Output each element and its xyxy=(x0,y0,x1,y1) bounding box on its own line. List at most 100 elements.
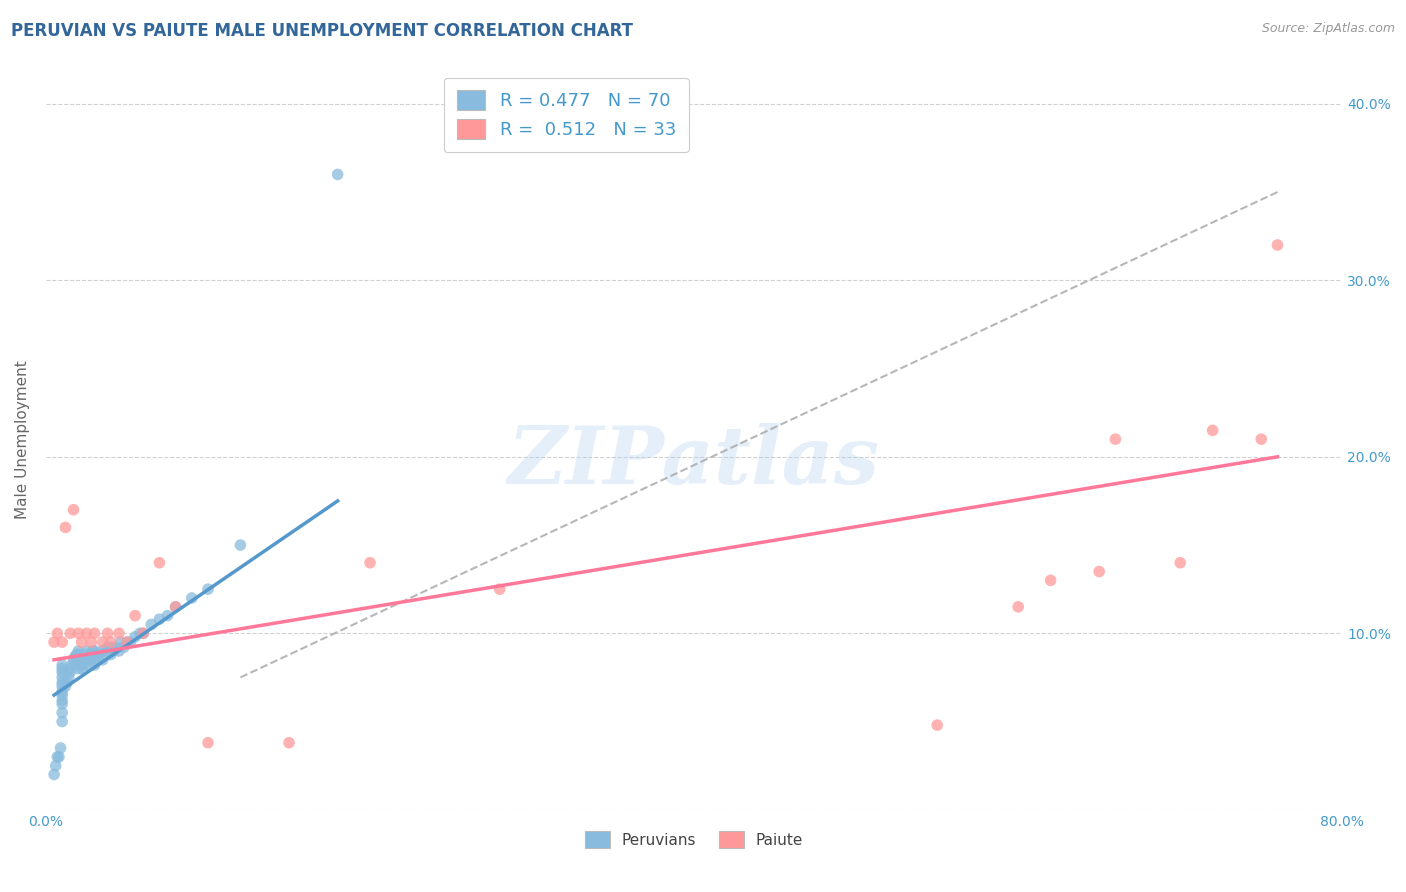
Point xyxy=(488,582,510,597)
Point xyxy=(278,736,301,750)
Point xyxy=(180,591,202,605)
Point xyxy=(124,630,146,644)
Point xyxy=(45,758,67,772)
Text: PERUVIAN VS PAIUTE MALE UNEMPLOYMENT CORRELATION CHART: PERUVIAN VS PAIUTE MALE UNEMPLOYMENT COR… xyxy=(11,22,633,40)
Point xyxy=(51,706,73,720)
Point xyxy=(104,640,127,655)
Point xyxy=(51,658,73,673)
Point xyxy=(83,648,105,662)
Point xyxy=(1201,423,1223,437)
Point xyxy=(100,640,122,655)
Point xyxy=(83,653,105,667)
Point xyxy=(49,741,72,756)
Point xyxy=(120,635,142,649)
Point xyxy=(115,635,138,649)
Point xyxy=(1267,238,1289,252)
Point xyxy=(1039,574,1062,588)
Point xyxy=(51,714,73,729)
Point xyxy=(110,635,132,649)
Point xyxy=(229,538,252,552)
Point xyxy=(51,697,73,711)
Y-axis label: Male Unemployment: Male Unemployment xyxy=(15,359,30,518)
Point xyxy=(67,626,90,640)
Point xyxy=(51,670,73,684)
Point xyxy=(82,644,104,658)
Point xyxy=(80,635,103,649)
Point xyxy=(1250,432,1272,446)
Point xyxy=(58,670,80,684)
Point xyxy=(70,662,93,676)
Point xyxy=(91,653,114,667)
Point xyxy=(165,599,187,614)
Point xyxy=(148,612,170,626)
Point xyxy=(1088,565,1111,579)
Point xyxy=(59,662,82,676)
Point xyxy=(108,626,131,640)
Point xyxy=(73,653,96,667)
Point xyxy=(59,665,82,680)
Point xyxy=(91,635,114,649)
Point xyxy=(100,648,122,662)
Point xyxy=(51,635,73,649)
Point xyxy=(51,679,73,693)
Point xyxy=(51,684,73,698)
Point xyxy=(115,635,138,649)
Point xyxy=(1168,556,1191,570)
Point xyxy=(96,640,118,655)
Point xyxy=(197,736,219,750)
Text: Source: ZipAtlas.com: Source: ZipAtlas.com xyxy=(1261,22,1395,36)
Point xyxy=(359,556,381,570)
Point xyxy=(148,556,170,570)
Point xyxy=(42,635,65,649)
Point xyxy=(59,626,82,640)
Point xyxy=(87,653,110,667)
Point xyxy=(76,626,98,640)
Point xyxy=(129,626,152,640)
Point xyxy=(77,658,100,673)
Point xyxy=(46,626,69,640)
Point xyxy=(48,749,70,764)
Point xyxy=(67,648,90,662)
Point xyxy=(70,635,93,649)
Point xyxy=(197,582,219,597)
Point xyxy=(326,168,349,182)
Point xyxy=(62,653,84,667)
Legend: Peruvians, Paiute: Peruvians, Paiute xyxy=(579,825,810,854)
Point xyxy=(56,675,79,690)
Point xyxy=(55,679,77,693)
Point xyxy=(51,688,73,702)
Point xyxy=(165,599,187,614)
Point xyxy=(927,718,949,732)
Text: ZIPatlas: ZIPatlas xyxy=(508,423,880,500)
Point xyxy=(51,665,73,680)
Point xyxy=(67,653,90,667)
Point xyxy=(51,693,73,707)
Point xyxy=(1104,432,1126,446)
Point xyxy=(100,635,122,649)
Point xyxy=(1007,599,1029,614)
Point xyxy=(91,644,114,658)
Point xyxy=(83,626,105,640)
Point xyxy=(132,626,155,640)
Point xyxy=(108,644,131,658)
Point xyxy=(83,658,105,673)
Point xyxy=(103,644,125,658)
Point xyxy=(76,644,98,658)
Point xyxy=(112,640,135,655)
Point xyxy=(89,648,111,662)
Point xyxy=(132,626,155,640)
Point xyxy=(51,662,73,676)
Point xyxy=(141,617,163,632)
Point xyxy=(72,658,94,673)
Point xyxy=(51,675,73,690)
Point xyxy=(67,644,90,658)
Point xyxy=(94,644,117,658)
Point xyxy=(83,644,105,658)
Point xyxy=(156,608,179,623)
Point xyxy=(60,658,83,673)
Point xyxy=(63,649,86,664)
Point xyxy=(76,648,98,662)
Point xyxy=(79,653,101,667)
Point xyxy=(67,658,90,673)
Point xyxy=(42,767,65,781)
